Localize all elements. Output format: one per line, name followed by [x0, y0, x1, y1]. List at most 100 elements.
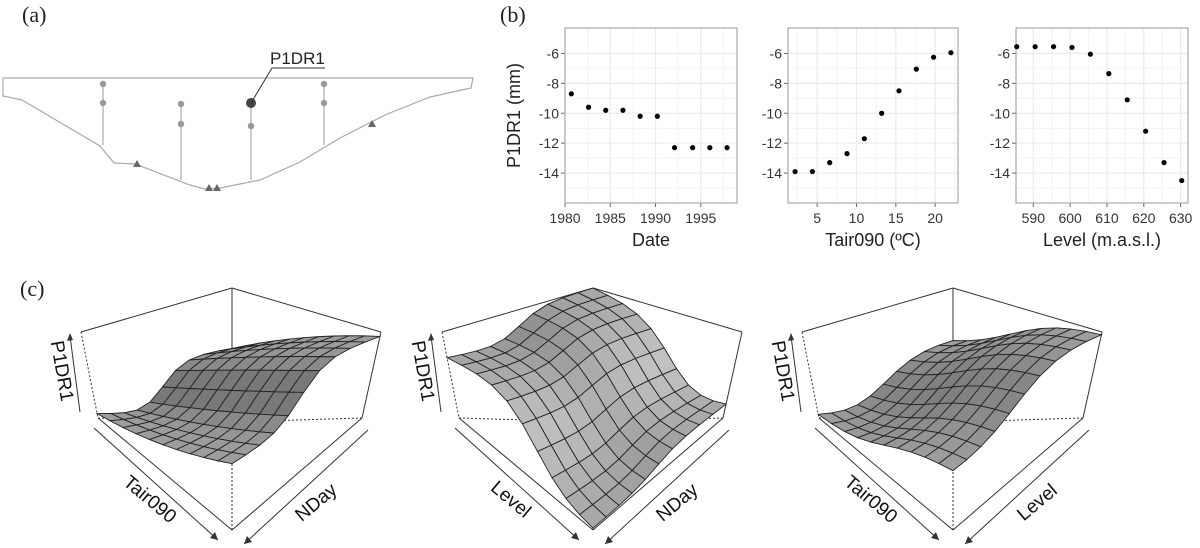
z-axis-label: P1DR1: [46, 339, 77, 403]
surface-plot-1: Tair090 NDay P1DR1: [46, 287, 382, 545]
dam-cross-section: [2, 77, 474, 190]
box-edge: [441, 287, 594, 333]
box-edge: [1082, 331, 1103, 419]
arrowhead: [788, 333, 794, 341]
x-tick-label: 1985: [595, 210, 626, 226]
triangle-marker: [133, 160, 141, 167]
sensor-point: [247, 122, 255, 130]
data-point: [690, 145, 696, 151]
x-axis-arrow: [93, 427, 219, 541]
data-point: [1014, 44, 1020, 50]
x-tick-label: 610: [1095, 210, 1119, 226]
z-axis-arrow: [430, 335, 442, 413]
y-tick-label: -10: [539, 105, 559, 121]
box-edge: [231, 417, 363, 531]
scatter-plot-1: -6 -8 -10 -12 -14 1980 1985 1990 1995 Date P1DR1 (…: [504, 27, 738, 250]
box-edge: [592, 417, 724, 531]
y-axis-arrow: [243, 429, 369, 545]
surface-cell: [938, 452, 968, 472]
x-axis-label: Tair090: [840, 472, 901, 528]
data-point: [1069, 44, 1075, 51]
data-point: [654, 113, 660, 119]
sensor-point: [320, 80, 328, 88]
triangle-marker: [213, 184, 221, 191]
x-axis-arrow: [454, 427, 580, 541]
x-axis-title: Tair090 (ºC): [825, 230, 921, 250]
x-tick-label: 10: [849, 210, 865, 226]
sensor-point: [99, 80, 107, 88]
sensor-point: [99, 99, 107, 107]
arrowhead: [210, 532, 218, 540]
box-edge: [231, 287, 382, 333]
dam-outline: [2, 77, 474, 190]
box-edge-hidden: [80, 331, 99, 419]
sensor-leader-line: [250, 67, 325, 104]
data-point: [603, 107, 609, 113]
data-point: [879, 110, 885, 116]
sensor-label: P1DR1: [270, 49, 325, 68]
plot-border: [787, 27, 959, 204]
box-edge: [952, 417, 1084, 531]
x-tick-label: 5: [813, 210, 821, 226]
y-tick-label: -10: [762, 105, 782, 121]
y-tick-label: -10: [990, 105, 1010, 121]
x-axis-arrow: [814, 427, 940, 541]
arrowhead: [931, 532, 939, 540]
plot-area: [788, 28, 958, 203]
data-point: [931, 54, 937, 60]
y-tick-label: -12: [762, 135, 782, 151]
x-tick-label: 1990: [640, 210, 671, 226]
x-tick-label: 620: [1132, 210, 1156, 226]
sensor-point: [177, 100, 185, 108]
arrowhead: [965, 536, 973, 544]
scatter-plot-2: -6 -8 -10 -12 -14 5 10 15 20 Tair090 (ºC): [762, 27, 959, 250]
y-tick-label: -6: [547, 45, 560, 61]
plot-area: [1016, 28, 1188, 203]
data-point: [861, 136, 867, 142]
data-point: [724, 145, 730, 151]
arrowhead: [428, 333, 434, 341]
x-axis-title: Level (m.a.s.l.): [1043, 230, 1161, 250]
box-edge: [361, 331, 382, 419]
data-point: [585, 104, 592, 110]
y-tick-label: -6: [770, 45, 783, 61]
y-axis-label: Level: [1013, 480, 1061, 525]
x-axis-title: Date: [632, 230, 670, 250]
surface-plot-2: Level NDay P1DR1: [407, 287, 743, 545]
data-point: [1161, 160, 1167, 166]
data-point: [792, 168, 798, 175]
data-point: [1106, 71, 1112, 77]
data-point: [568, 91, 574, 97]
data-point: [1032, 44, 1038, 50]
x-tick-label: 20: [927, 210, 943, 226]
surface-cell: [216, 452, 248, 465]
box-edge: [97, 417, 233, 531]
triangle-marker: [368, 120, 376, 127]
data-point: [707, 145, 713, 151]
y-axis-label: NDay: [653, 479, 703, 526]
x-tick-label: 630: [1169, 210, 1193, 226]
arrowhead: [571, 532, 579, 540]
z-axis-arrow: [69, 335, 81, 413]
y-axis-arrow: [964, 429, 1090, 545]
y-tick-label: -14: [990, 165, 1010, 181]
x-tick-label: 600: [1058, 210, 1082, 226]
data-point: [1179, 177, 1185, 184]
box-edge: [722, 331, 743, 419]
y-tick-label: -6: [998, 45, 1011, 61]
data-point: [896, 88, 902, 94]
panel-label-c: (c): [20, 276, 45, 301]
box-edge: [592, 287, 743, 333]
z-axis-label: P1DR1: [767, 339, 798, 403]
x-tick-label: 590: [1022, 210, 1046, 226]
y-axis-title: P1DR1 (mm): [504, 63, 524, 168]
x-tick-label: 15: [888, 210, 904, 226]
box-edge: [818, 417, 954, 531]
plot-border: [1015, 27, 1189, 204]
data-point: [671, 145, 678, 151]
y-axis-arrow: [604, 429, 730, 545]
x-axis-label: Tair090: [119, 472, 180, 528]
surface-plot-3: Tair090 Level P1DR1: [767, 287, 1103, 545]
sensor-point: [320, 99, 328, 107]
